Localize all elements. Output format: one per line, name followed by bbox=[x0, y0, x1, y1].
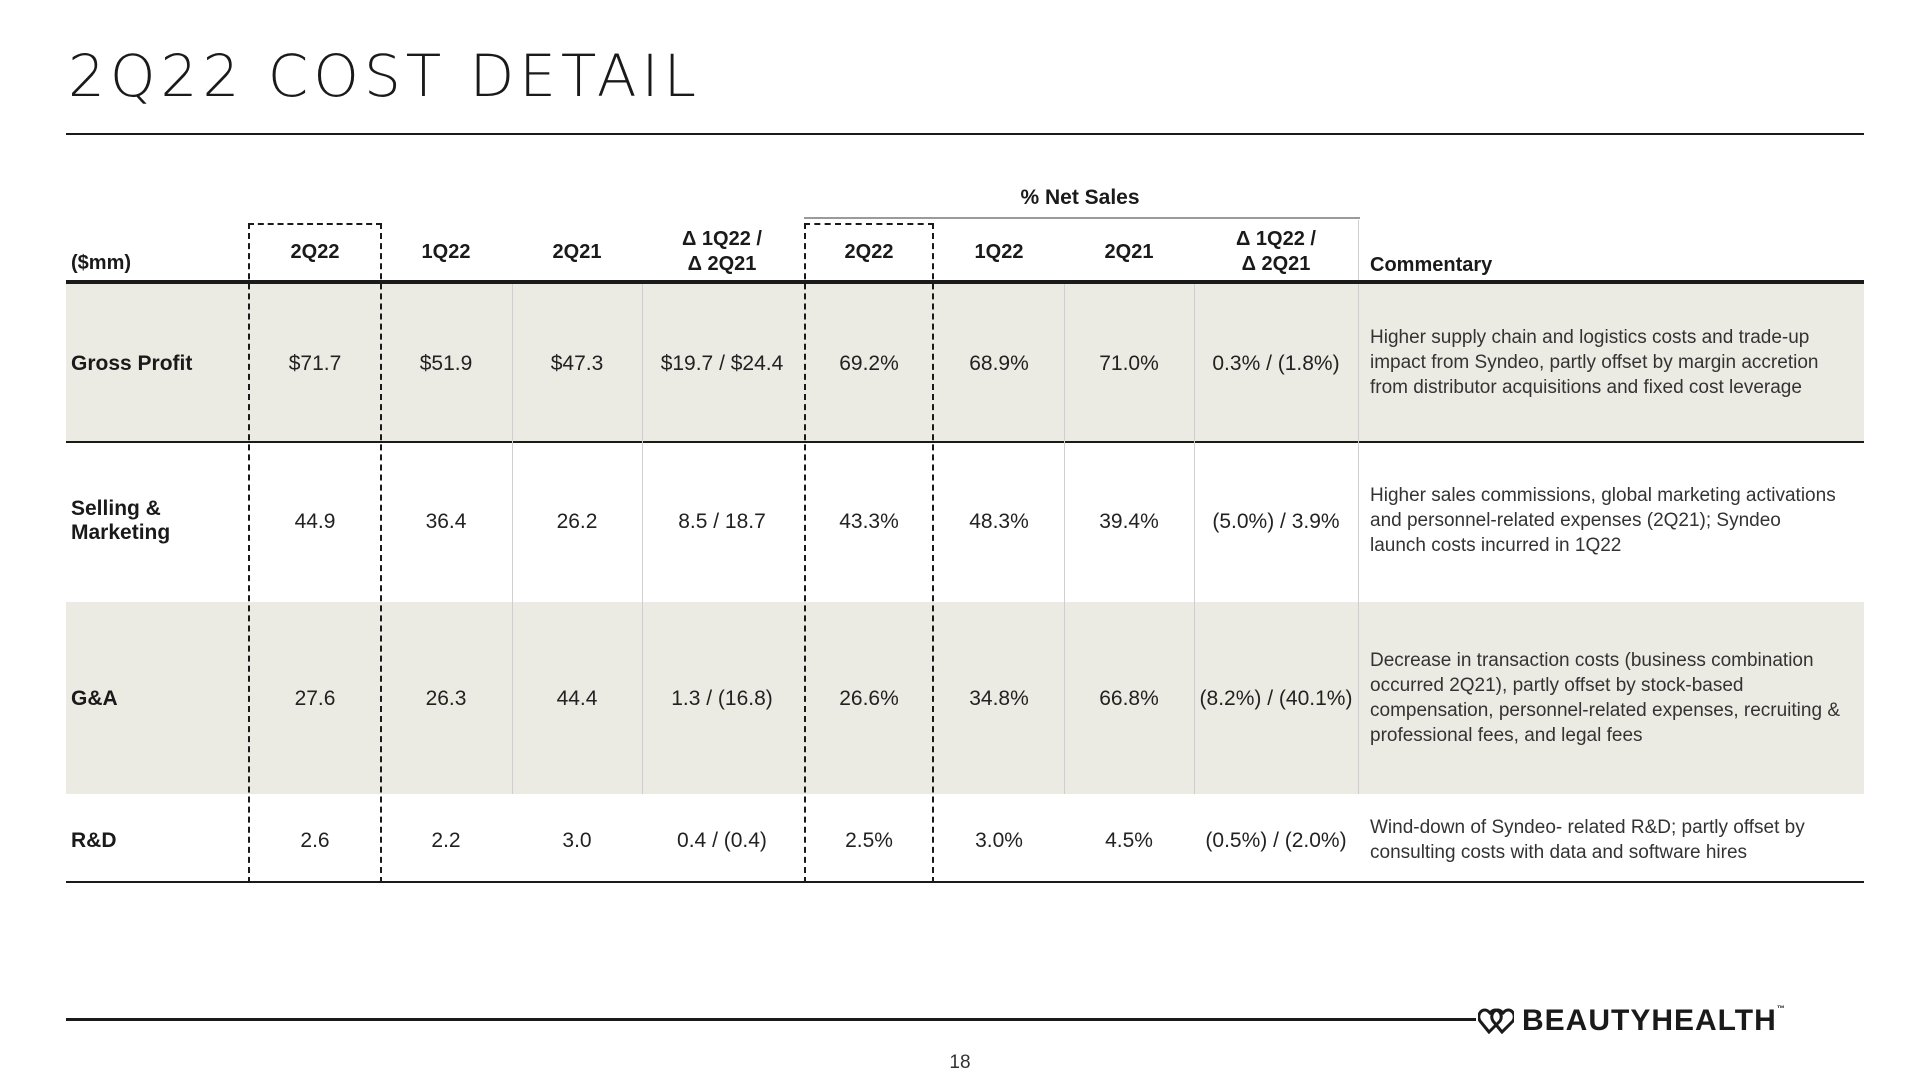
header-pct-1q22: 1Q22 bbox=[974, 241, 1024, 263]
commentary-line: professional fees, and legal fees bbox=[1370, 725, 1643, 746]
table-bottom-rule bbox=[66, 881, 1864, 883]
cell-ga-2q22: 27.6 bbox=[294, 687, 336, 710]
header-pct-delta-line2: Δ 2Q21 bbox=[1241, 253, 1311, 275]
cell-selling-marketing-pct-delta: (5.0%) / 3.9% bbox=[1212, 510, 1340, 533]
cell-gross-profit-2q21: $47.3 bbox=[550, 352, 604, 375]
cell-ga-pct-1q22: 34.8% bbox=[969, 687, 1029, 710]
cell-selling-marketing-pct-1q22: 48.3% bbox=[969, 510, 1029, 533]
net-sales-group-label: % Net Sales bbox=[1020, 186, 1140, 209]
page-number: 18 bbox=[949, 1052, 971, 1073]
cell-gross-profit-pct-2q22: 69.2% bbox=[839, 352, 899, 375]
cell-gross-profit-1q22: $51.9 bbox=[419, 352, 473, 375]
commentary-ga: Decrease in transaction costs (business … bbox=[1370, 648, 1840, 748]
cell-ga-pct-delta: (8.2%) / (40.1%) bbox=[1199, 687, 1353, 710]
row-label-ga: G&A bbox=[71, 687, 118, 710]
cell-rd-pct-delta: (0.5%) / (2.0%) bbox=[1205, 829, 1347, 852]
cell-ga-pct-2q22: 26.6% bbox=[839, 687, 899, 710]
row-label-line: Selling & bbox=[71, 497, 161, 520]
brand-name-text: BEAUTYHEALTH bbox=[1522, 1004, 1777, 1037]
header-pct-delta: Δ 1Q22 / Δ 2Q21 bbox=[1194, 227, 1358, 277]
commentary-rd: Wind-down of Syndeo- related R&D; partly… bbox=[1370, 815, 1805, 865]
row-divider bbox=[66, 441, 1864, 443]
header-unit: ($mm) bbox=[71, 252, 132, 274]
column-separator bbox=[1358, 220, 1359, 794]
row-label-rd: R&D bbox=[71, 829, 117, 852]
cell-selling-marketing-2q22: 44.9 bbox=[294, 510, 336, 533]
double-heart-icon bbox=[1478, 1008, 1514, 1034]
commentary-gross-profit: Higher supply chain and logistics costs … bbox=[1370, 325, 1818, 400]
row-label-gross-profit: Gross Profit bbox=[71, 352, 193, 375]
cell-selling-marketing-1q22: 36.4 bbox=[425, 510, 467, 533]
commentary-line: from distributor acquisitions and fixed … bbox=[1370, 377, 1802, 398]
net-sales-divider bbox=[804, 217, 1360, 219]
commentary-line: Decrease in transaction costs (business … bbox=[1370, 650, 1814, 671]
row-band-gross-profit bbox=[66, 284, 1864, 442]
commentary-line: impact from Syndeo, partly offset by mar… bbox=[1370, 352, 1819, 373]
header-dollar-2q22: 2Q22 bbox=[290, 241, 340, 263]
row-band-ga bbox=[66, 602, 1864, 794]
row-label-selling-marketing: Selling & Marketing bbox=[71, 497, 170, 545]
brand-logo: BEAUTYHEALTH™ bbox=[1478, 1004, 1786, 1038]
cell-rd-pct-2q22: 2.5% bbox=[845, 829, 893, 852]
column-separator bbox=[642, 284, 643, 794]
brand-name: BEAUTYHEALTH™ bbox=[1522, 1004, 1786, 1038]
commentary-line: Wind-down of Syndeo- related R&D; partly… bbox=[1370, 817, 1805, 838]
commentary-selling-marketing: Higher sales commissions, global marketi… bbox=[1370, 483, 1836, 558]
header-dollar-delta-line1: Δ 1Q22 / bbox=[682, 228, 762, 250]
commentary-line: launch costs incurred in 1Q22 bbox=[1370, 535, 1622, 556]
header-dollar-2q21: 2Q21 bbox=[552, 241, 602, 263]
header-pct-2q22: 2Q22 bbox=[844, 241, 894, 263]
trademark-symbol: ™ bbox=[1776, 1004, 1786, 1013]
commentary-line: and personnel-related expenses (2Q21); S… bbox=[1370, 510, 1781, 531]
cell-selling-marketing-delta: 8.5 / 18.7 bbox=[678, 510, 766, 533]
column-separator bbox=[1194, 284, 1195, 794]
cell-gross-profit-2q22: $71.7 bbox=[288, 352, 342, 375]
header-dollar-1q22: 1Q22 bbox=[421, 241, 471, 263]
footer-rule bbox=[66, 1018, 1476, 1021]
commentary-line: Higher sales commissions, global marketi… bbox=[1370, 485, 1836, 506]
cell-rd-delta: 0.4 / (0.4) bbox=[677, 829, 767, 852]
header-commentary: Commentary bbox=[1370, 254, 1493, 276]
cell-selling-marketing-2q21: 26.2 bbox=[556, 510, 598, 533]
cell-selling-marketing-pct-2q21: 39.4% bbox=[1099, 510, 1159, 533]
highlight-box-dollar-2q22 bbox=[248, 223, 382, 883]
cell-rd-1q22: 2.2 bbox=[431, 829, 461, 852]
cell-rd-2q22: 2.6 bbox=[300, 829, 330, 852]
commentary-line: occurred 2Q21), partly offset by stock-b… bbox=[1370, 675, 1744, 696]
page-title: 2Q22 COST DETAIL bbox=[68, 42, 701, 110]
title-divider bbox=[66, 133, 1864, 135]
cell-ga-pct-2q21: 66.8% bbox=[1099, 687, 1159, 710]
header-pct-delta-line1: Δ 1Q22 / bbox=[1236, 228, 1316, 250]
header-pct-2q21: 2Q21 bbox=[1104, 241, 1154, 263]
cell-gross-profit-pct-2q21: 71.0% bbox=[1099, 352, 1159, 375]
cell-gross-profit-pct-delta: 0.3% / (1.8%) bbox=[1212, 352, 1340, 375]
cell-ga-2q21: 44.4 bbox=[556, 687, 598, 710]
cell-ga-delta: 1.3 / (16.8) bbox=[671, 687, 773, 710]
row-label-line: Marketing bbox=[71, 521, 171, 544]
header-rule bbox=[66, 280, 1864, 284]
cell-rd-2q21: 3.0 bbox=[562, 829, 592, 852]
column-separator bbox=[1064, 284, 1065, 794]
cell-rd-pct-2q21: 4.5% bbox=[1105, 829, 1153, 852]
column-separator bbox=[512, 284, 513, 794]
cell-gross-profit-pct-1q22: 68.9% bbox=[969, 352, 1029, 375]
cell-ga-1q22: 26.3 bbox=[425, 687, 467, 710]
commentary-line: compensation, personnel-related expenses… bbox=[1370, 700, 1840, 721]
commentary-line: consulting costs with data and software … bbox=[1370, 842, 1748, 863]
header-dollar-delta-line2: Δ 2Q21 bbox=[687, 253, 757, 275]
commentary-line: Higher supply chain and logistics costs … bbox=[1370, 327, 1810, 348]
highlight-box-pct-2q22 bbox=[804, 223, 934, 883]
header-dollar-delta: Δ 1Q22 / Δ 2Q21 bbox=[642, 227, 802, 277]
cell-gross-profit-delta: $19.7 / $24.4 bbox=[660, 352, 784, 375]
cell-rd-pct-1q22: 3.0% bbox=[975, 829, 1023, 852]
cell-selling-marketing-pct-2q22: 43.3% bbox=[839, 510, 899, 533]
